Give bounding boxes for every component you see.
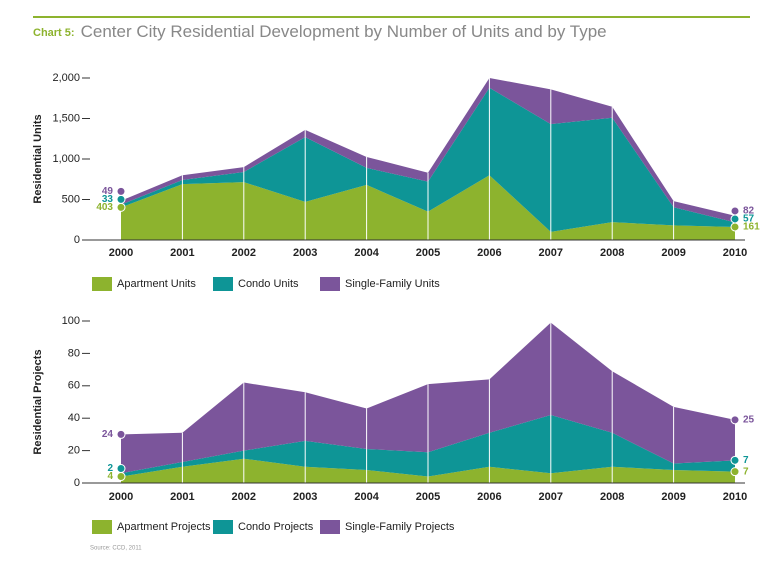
x-tick-label: 2003	[293, 491, 317, 503]
area	[121, 414, 735, 477]
legend-label: Condo Projects	[238, 521, 314, 533]
x-tick-label: 2005	[416, 247, 440, 259]
data-label: 2	[107, 463, 113, 474]
end-dot	[730, 214, 740, 224]
x-tick-label: 2003	[293, 247, 317, 259]
x-tick-label: 2006	[477, 491, 501, 503]
x-tick-label: 2010	[723, 247, 747, 259]
x-tick-label: 2006	[477, 247, 501, 259]
data-label: 25	[743, 414, 755, 425]
y-tick-label: 500	[62, 193, 80, 205]
x-tick-label: 2002	[232, 491, 256, 503]
area	[121, 458, 735, 483]
end-dot	[116, 472, 126, 482]
x-tick-label: 2000	[109, 247, 133, 259]
data-label: 24	[102, 429, 114, 440]
x-tick-label: 2004	[354, 247, 379, 259]
x-tick-label: 2007	[539, 247, 563, 259]
x-tick-label: 2005	[416, 491, 440, 503]
end-dot	[116, 202, 126, 212]
y-tick-label: 100	[62, 315, 80, 327]
y-tick-label: 0	[74, 234, 80, 246]
chart-title: Chart 5: Center City Residential Develop…	[33, 22, 607, 41]
end-dot	[730, 455, 740, 465]
legend-label: Condo Units	[238, 278, 299, 290]
legend-swatch	[213, 277, 233, 291]
data-label: 403	[96, 202, 113, 213]
legend-label: Single-Family Projects	[345, 521, 455, 533]
legend-label: Apartment Units	[117, 278, 196, 290]
legend-swatch	[320, 520, 340, 534]
y-axis-title: Residential Projects	[32, 349, 44, 454]
x-tick-label: 2001	[170, 247, 194, 259]
legend-label: Apartment Projects	[117, 521, 211, 533]
end-dot	[116, 194, 126, 204]
x-tick-label: 2004	[354, 491, 379, 503]
area	[121, 87, 735, 232]
area	[121, 78, 735, 223]
data-label: 7	[743, 466, 749, 477]
y-tick-label: 1,500	[52, 112, 80, 124]
end-dot	[730, 415, 740, 425]
end-dot	[730, 222, 740, 232]
end-dot	[116, 186, 126, 196]
area	[121, 175, 735, 240]
legend-label: Single-Family Units	[345, 278, 440, 290]
x-tick-label: 2000	[109, 491, 133, 503]
legend-swatch	[320, 277, 340, 291]
data-label: 49	[102, 186, 114, 197]
data-label: 4	[107, 471, 113, 482]
data-label: 161	[743, 222, 760, 233]
x-tick-label: 2010	[723, 491, 747, 503]
end-dot	[116, 429, 126, 439]
x-tick-label: 2008	[600, 491, 624, 503]
y-tick-label: 1,000	[52, 153, 80, 165]
y-tick-label: 0	[74, 477, 80, 489]
data-label: 7	[743, 455, 749, 466]
x-tick-label: 2009	[661, 247, 685, 259]
data-label: 33	[102, 194, 114, 205]
y-tick-label: 20	[68, 445, 80, 457]
x-tick-label: 2001	[170, 491, 194, 503]
y-tick-label: 60	[68, 380, 80, 392]
legend-swatch	[92, 520, 112, 534]
y-tick-label: 40	[68, 412, 80, 424]
y-tick-label: 2,000	[52, 72, 80, 84]
title-text: Center City Residential Development by N…	[81, 22, 607, 41]
title-label: Chart 5:	[33, 27, 75, 39]
data-label: 57	[743, 214, 755, 225]
x-tick-label: 2002	[232, 247, 256, 259]
data-label: 82	[743, 206, 755, 217]
source: Source: CCD, 2011	[90, 546, 142, 552]
legend-swatch	[213, 520, 233, 534]
x-tick-label: 2009	[661, 491, 685, 503]
y-axis-title: Residential Units	[32, 114, 44, 203]
end-dot	[730, 467, 740, 477]
x-tick-label: 2008	[600, 247, 624, 259]
y-tick-label: 80	[68, 347, 80, 359]
legend-swatch	[92, 277, 112, 291]
x-tick-label: 2007	[539, 491, 563, 503]
end-dot	[730, 206, 740, 216]
end-dot	[116, 464, 126, 474]
